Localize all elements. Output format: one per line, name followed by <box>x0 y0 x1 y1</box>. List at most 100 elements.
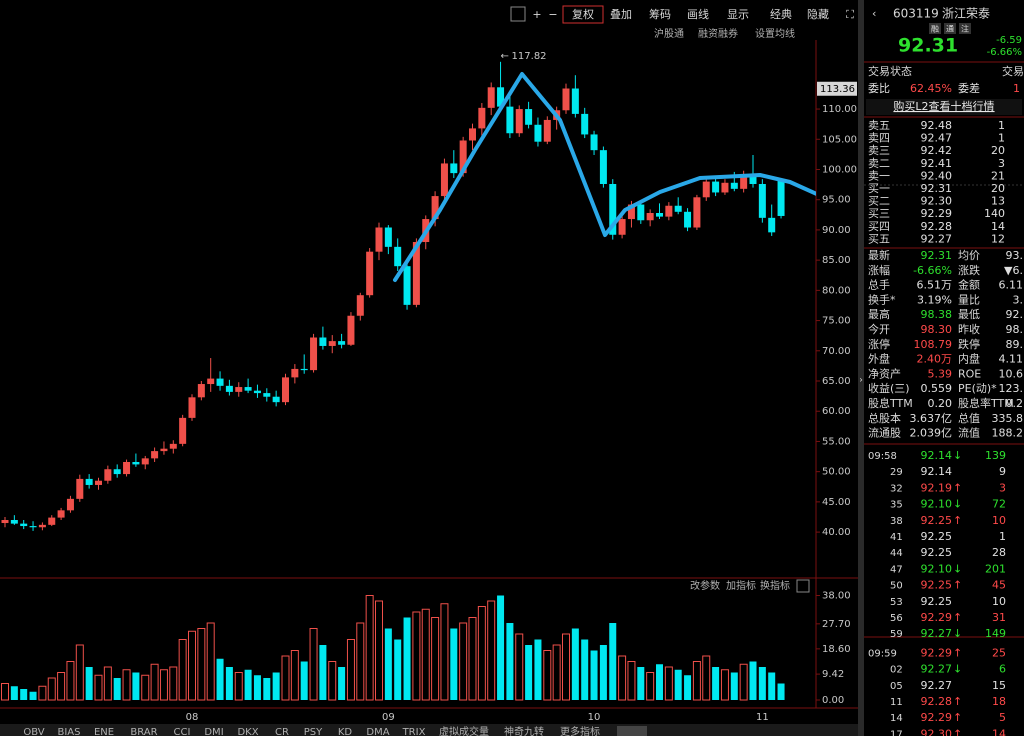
indicator-tab[interactable]: BIAS <box>58 727 81 736</box>
volume-bar <box>328 661 337 701</box>
peak-label: 117.82 <box>512 51 547 62</box>
trade-volume: 10 <box>992 514 1006 527</box>
trade-price: 92.25 <box>921 530 953 543</box>
volume-bar <box>739 663 748 701</box>
overlay-link[interactable]: 设置均线 <box>755 27 795 40</box>
badge: 融 <box>931 24 939 34</box>
toolbar-icon[interactable]: + <box>532 8 541 21</box>
indicator-tab[interactable]: 神奇九转 <box>504 725 544 736</box>
indicator-tab[interactable]: CR <box>275 727 289 736</box>
side-splitter[interactable] <box>858 0 864 736</box>
toolbar-icon[interactable]: ⛶ <box>846 8 854 21</box>
book-level: 卖四 <box>868 132 890 145</box>
indicator-tab[interactable]: 虚拟成交量 <box>439 725 489 736</box>
y-tick-label: 40.00 <box>822 527 851 538</box>
trade-direction: ↑ <box>953 695 962 708</box>
stat-value: 6.51万 <box>917 279 953 292</box>
y-tick-label: 75.00 <box>822 316 851 327</box>
indicator-tab[interactable]: DMI <box>204 727 223 736</box>
volume-bar <box>692 661 701 701</box>
indicator-tab[interactable]: OBV <box>23 727 44 736</box>
trade-volume: 72 <box>992 498 1006 511</box>
volume-bar <box>346 639 355 701</box>
toolbar-button[interactable]: 显示 <box>727 8 749 21</box>
stat-label: 最高 <box>868 307 890 321</box>
y-tick-label: 105.00 <box>822 134 857 145</box>
indicator-tab[interactable]: PSY <box>304 727 323 736</box>
trade-price: 92.27 <box>921 679 953 692</box>
volume-bar <box>768 672 776 700</box>
volume-bar <box>720 669 729 701</box>
indicator-tab[interactable]: 更多指标 <box>560 725 600 736</box>
candle-body <box>758 183 766 218</box>
indicator-tab[interactable]: DKX <box>237 727 258 736</box>
candle-body <box>768 217 776 233</box>
candle-body <box>403 266 411 305</box>
volume-bar <box>749 661 757 700</box>
volume-bar <box>450 628 458 700</box>
candle-body <box>244 387 252 391</box>
indicator-tool[interactable]: 换指标 <box>760 579 790 592</box>
volume-tick-label: 18.60 <box>822 644 851 655</box>
indicator-tab[interactable]: ENE <box>94 727 114 736</box>
volume-bar <box>497 595 505 700</box>
candle-body <box>104 469 112 481</box>
book-price: 92.27 <box>921 232 953 245</box>
toolbar-button[interactable]: 筹码 <box>649 7 671 21</box>
trade-volume: 201 <box>985 562 1006 575</box>
overlay-link[interactable]: 融资融券 <box>698 27 738 40</box>
volume-bar <box>122 669 131 701</box>
candle-body <box>48 517 56 525</box>
book-volume: 3 <box>998 157 1005 170</box>
book-volume: 21 <box>991 169 1005 182</box>
volume-bar <box>66 661 75 701</box>
volume-tick-label: 9.42 <box>822 669 844 680</box>
volume-bar <box>599 645 607 700</box>
toolbar-button[interactable]: 经典 <box>770 7 792 21</box>
book-level: 卖二 <box>868 157 890 170</box>
stat-label: 涨幅 <box>868 264 890 277</box>
volume-bar <box>300 661 308 700</box>
toolbar-icon[interactable]: − <box>548 8 557 21</box>
stat-value: 92. <box>1006 308 1024 321</box>
candle-body <box>450 163 458 174</box>
splitter-arrow[interactable]: › <box>859 376 863 386</box>
indicator-tab[interactable]: BRAR <box>130 727 157 736</box>
status-label: 交易状态 <box>868 64 912 78</box>
volume-bar <box>150 663 159 701</box>
volume-bar <box>141 674 150 701</box>
volume-bar <box>75 644 84 701</box>
toolbar-button[interactable]: 叠加 <box>610 8 632 21</box>
candle-body <box>749 174 757 184</box>
candle-body <box>646 213 654 221</box>
y-tick-label: 45.00 <box>822 497 851 508</box>
overlay-link[interactable]: 沪股通 <box>654 27 684 40</box>
trade-time: 44 <box>890 548 903 559</box>
toolbar-button[interactable]: 画线 <box>687 7 709 21</box>
indicator-tab[interactable]: DMA <box>366 727 389 736</box>
candle-body <box>85 478 93 485</box>
indicator-tab[interactable]: KD <box>338 727 353 736</box>
indicator-tab[interactable]: TRIX <box>402 727 426 736</box>
trade-price: 92.30 <box>921 727 953 736</box>
volume-bar <box>440 603 449 701</box>
volume-bar <box>664 666 673 701</box>
close-icon[interactable] <box>796 579 810 593</box>
trade-volume: 3 <box>999 481 1006 494</box>
toolbar-button[interactable]: 复权 <box>572 7 594 21</box>
trade-time: 47 <box>890 564 903 575</box>
volume-bar <box>253 675 261 700</box>
toolbar-button[interactable]: 隐藏 <box>807 8 829 21</box>
trade-time: 29 <box>890 467 903 478</box>
candle-body <box>777 179 785 216</box>
volume-bar <box>85 667 93 700</box>
l2-button[interactable]: 购买L2查看十档行情 <box>893 99 994 113</box>
candle-body <box>384 227 392 247</box>
stat-value: 188.2 <box>992 427 1024 440</box>
toolbar-icon[interactable] <box>510 6 526 22</box>
indicator-tool[interactable]: 加指标 <box>726 579 756 592</box>
l2-button-box[interactable] <box>866 99 1022 115</box>
indicator-tab[interactable]: CCI <box>174 727 191 736</box>
indicator-tool[interactable]: 改参数 <box>690 579 720 592</box>
